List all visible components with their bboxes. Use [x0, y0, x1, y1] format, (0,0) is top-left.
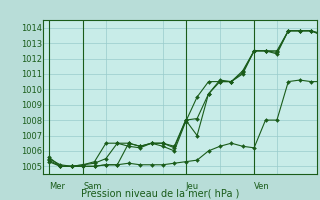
Text: Jeu: Jeu [186, 182, 199, 191]
Text: Ven: Ven [254, 182, 270, 191]
Text: Mer: Mer [49, 182, 65, 191]
Text: Pression niveau de la mer( hPa ): Pression niveau de la mer( hPa ) [81, 188, 239, 198]
Text: Sam: Sam [83, 182, 102, 191]
